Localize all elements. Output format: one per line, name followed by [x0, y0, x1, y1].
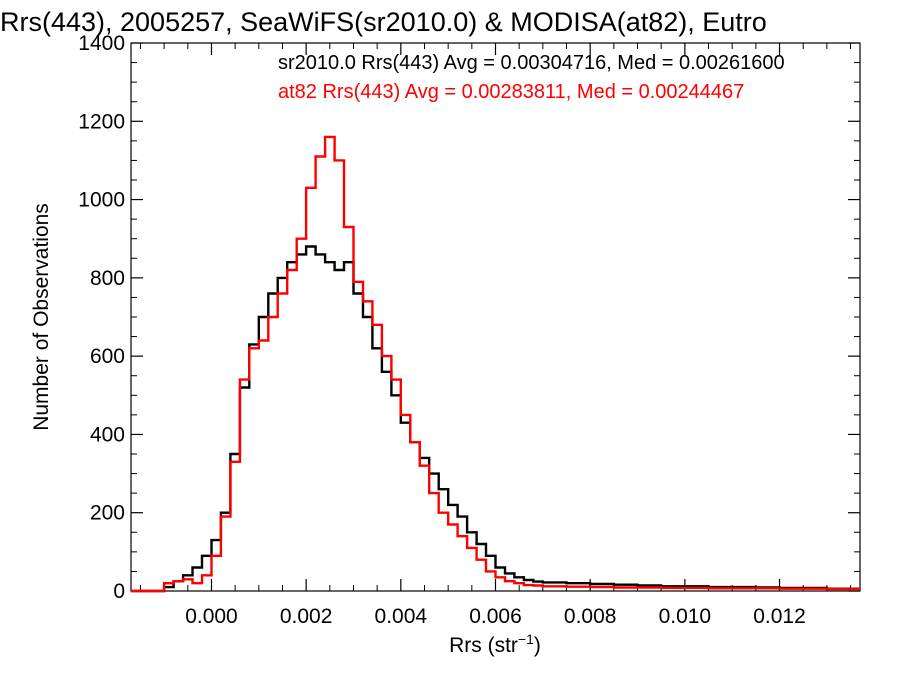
x-axis-label-superscript: −1: [518, 631, 534, 647]
y-tick-label: 600: [90, 345, 125, 368]
x-tick-label: 0.012: [753, 605, 806, 628]
plot-area-frame: [130, 42, 861, 592]
y-tick-label: 1000: [78, 189, 125, 212]
x-tick-label: 0.002: [280, 605, 333, 628]
x-axis: 0.000 0.002 0.004 0.006 0.008 0.010 0.012: [139, 43, 852, 628]
series-layer: [131, 135, 860, 593]
x-tick-label: 0.008: [564, 605, 617, 628]
x-tick-label: 0.004: [375, 605, 428, 628]
y-axis-label: Number of Observations: [30, 203, 53, 431]
y-axis: 0 200 400 600 800 1000 1200 1400: [78, 32, 860, 603]
legend-entry-sr2010: sr2010.0 Rrs(443) Avg = 0.00304716, Med …: [278, 52, 785, 74]
y-tick-label: 800: [90, 267, 125, 290]
x-tick-label: 0.000: [185, 605, 238, 628]
legend-entry-at82: at82 Rrs(443) Avg = 0.00283811, Med = 0.…: [278, 81, 744, 103]
x-axis-label-main: Rrs (str: [449, 634, 518, 657]
chart-title: Rrs(443), 2005257, SeaWiFS(sr2010.0) & M…: [0, 7, 767, 37]
x-tick-label: 0.006: [469, 605, 522, 628]
y-tick-label: 0: [113, 580, 125, 603]
x-axis-label-close: ): [534, 634, 541, 657]
x-tick-label: 0.010: [659, 605, 712, 628]
y-tick-label: 1200: [78, 110, 125, 133]
y-tick-label: 400: [90, 423, 125, 446]
series-line-at82: [131, 135, 860, 593]
y-tick-label: 200: [90, 502, 125, 525]
y-tick-label: 1400: [78, 32, 125, 55]
x-axis-label: Rrs (str−1): [449, 631, 541, 657]
